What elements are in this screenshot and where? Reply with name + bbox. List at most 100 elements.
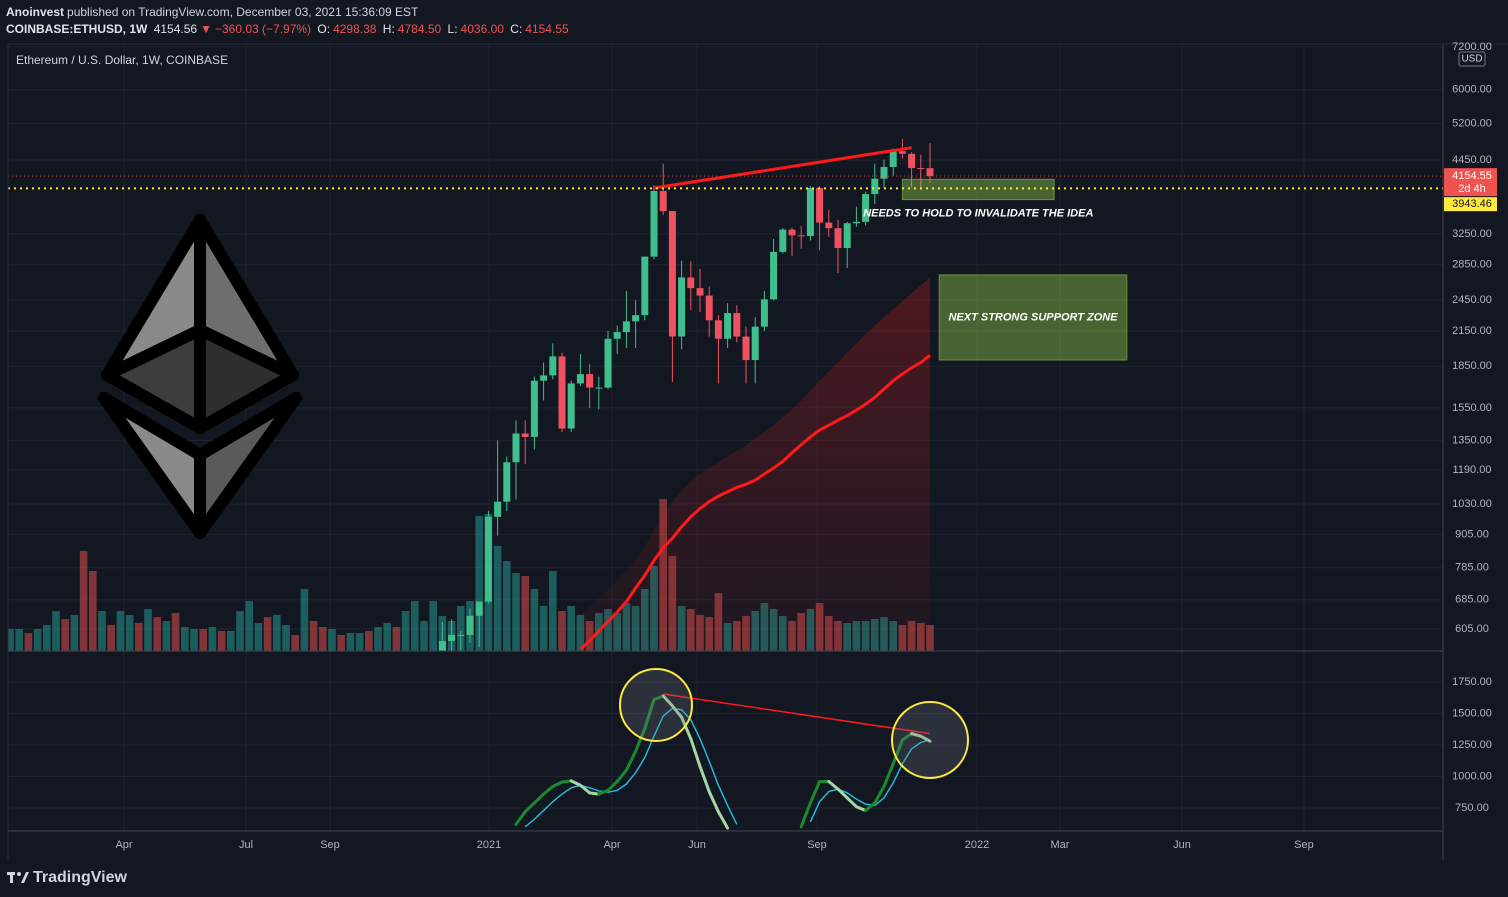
fast-line-segment [919, 734, 932, 743]
fast-line-segment [827, 779, 840, 791]
currency-badge [1458, 51, 1486, 67]
candle-body [567, 383, 575, 429]
price: 4154.56 [153, 22, 198, 36]
brand: TradingView [33, 869, 128, 886]
volume-bar [236, 611, 244, 651]
volume-bar [98, 611, 106, 651]
candle-body [549, 356, 557, 376]
volume-bar [125, 615, 134, 651]
level-label: 3943.46 [1452, 198, 1492, 210]
fast-line-segment [551, 780, 564, 789]
x-tick-label: Jul [239, 839, 253, 851]
candle-body [521, 433, 529, 437]
x-tick-label: 2022 [965, 839, 989, 851]
y-tick-label: 685.00 [1455, 594, 1489, 606]
candle-body [926, 168, 934, 177]
candle-body [632, 315, 640, 322]
volume-bar [15, 629, 23, 651]
high: 4784.50 [397, 22, 442, 36]
volume-bar [291, 635, 299, 651]
candle-body [613, 332, 621, 339]
trend-line [653, 146, 912, 190]
volume-bar [79, 551, 88, 651]
candle-body [825, 222, 833, 229]
volume-bar [392, 627, 401, 651]
candle-body [806, 188, 814, 237]
candle-body [558, 356, 566, 429]
chart-title: Ethereum / U.S. Dollar, 1W, COINBASE [16, 53, 228, 67]
candle-body [484, 516, 492, 602]
fast-line-segment [864, 801, 877, 812]
candle-body [871, 178, 879, 195]
volume-bar [383, 623, 391, 651]
candle-body [540, 375, 548, 381]
author: Anoinvest [6, 5, 65, 19]
candle-body [448, 634, 456, 641]
footer [0, 860, 1508, 897]
y-tick-label: 905.00 [1455, 528, 1489, 540]
candle-body [604, 338, 612, 388]
candle-body [779, 229, 787, 252]
candle-body [595, 387, 603, 389]
fast-line-segment [845, 796, 858, 809]
volume-bar [254, 623, 263, 651]
candle-body [880, 166, 888, 179]
candle-body [908, 153, 916, 169]
fast-line-segment [514, 810, 527, 826]
fast-line-segment [670, 704, 684, 719]
volume-bar [337, 635, 345, 651]
candle-body [475, 601, 483, 616]
candle-body [862, 194, 870, 222]
candle-body [770, 251, 778, 300]
x-tick-label: Sep [320, 839, 340, 851]
c-label: C: [510, 22, 523, 36]
candle-body [724, 313, 732, 339]
fast-line-segment [680, 715, 693, 741]
fast-line-segment [643, 698, 656, 731]
volume-bar [208, 627, 217, 651]
y-tick-label: 1030.00 [1452, 498, 1492, 510]
fast-line-segment [597, 788, 610, 796]
y-tick-label: 1350.00 [1452, 434, 1492, 446]
y-tick-label: 3250.00 [1452, 228, 1492, 240]
volume-bar [282, 625, 290, 651]
volume-bar [61, 619, 69, 651]
volume-bar [135, 623, 143, 651]
indicator-tick-label: 750.00 [1455, 802, 1489, 814]
y-tick-label: 1850.00 [1452, 360, 1492, 372]
volume-bar [401, 611, 410, 651]
x-tick-label: Sep [1294, 839, 1314, 851]
volume-bar [144, 609, 152, 651]
fast-line-segment [578, 783, 592, 795]
fast-line-segment [882, 762, 895, 789]
volume-bar [263, 617, 272, 651]
x-tick-label: Jun [1173, 839, 1191, 851]
candle-body [816, 188, 824, 223]
fast-line-segment [652, 694, 665, 702]
volume-bar [217, 631, 226, 651]
fast-line-segment [560, 779, 573, 784]
indicator-tick-label: 1500.00 [1452, 707, 1492, 719]
volume-bar [420, 621, 428, 651]
volume-bar [70, 615, 79, 651]
candle-body [650, 191, 658, 257]
candle-body [714, 320, 722, 339]
volume-bar [512, 573, 520, 651]
candle-body [512, 433, 520, 463]
y-tick-label: 6000.00 [1452, 84, 1492, 96]
x-tick-label: Sep [807, 839, 827, 851]
candle-body [678, 277, 686, 337]
candle-body [917, 168, 925, 170]
symbol: COINBASE:ETHUSD, 1W [6, 22, 148, 36]
volume-bar [549, 571, 557, 651]
volume-bar [328, 629, 336, 651]
l-label: L: [447, 22, 458, 36]
x-tick-label: Apr [115, 839, 132, 851]
zone [938, 274, 1128, 361]
volume-bar [199, 629, 207, 651]
candle-body [466, 615, 474, 635]
y-tick-label: 2450.00 [1452, 294, 1492, 306]
zone-label: NEEDS TO HOLD TO INVALIDATE THE IDEA [863, 208, 1093, 220]
volume-bar [52, 611, 60, 651]
